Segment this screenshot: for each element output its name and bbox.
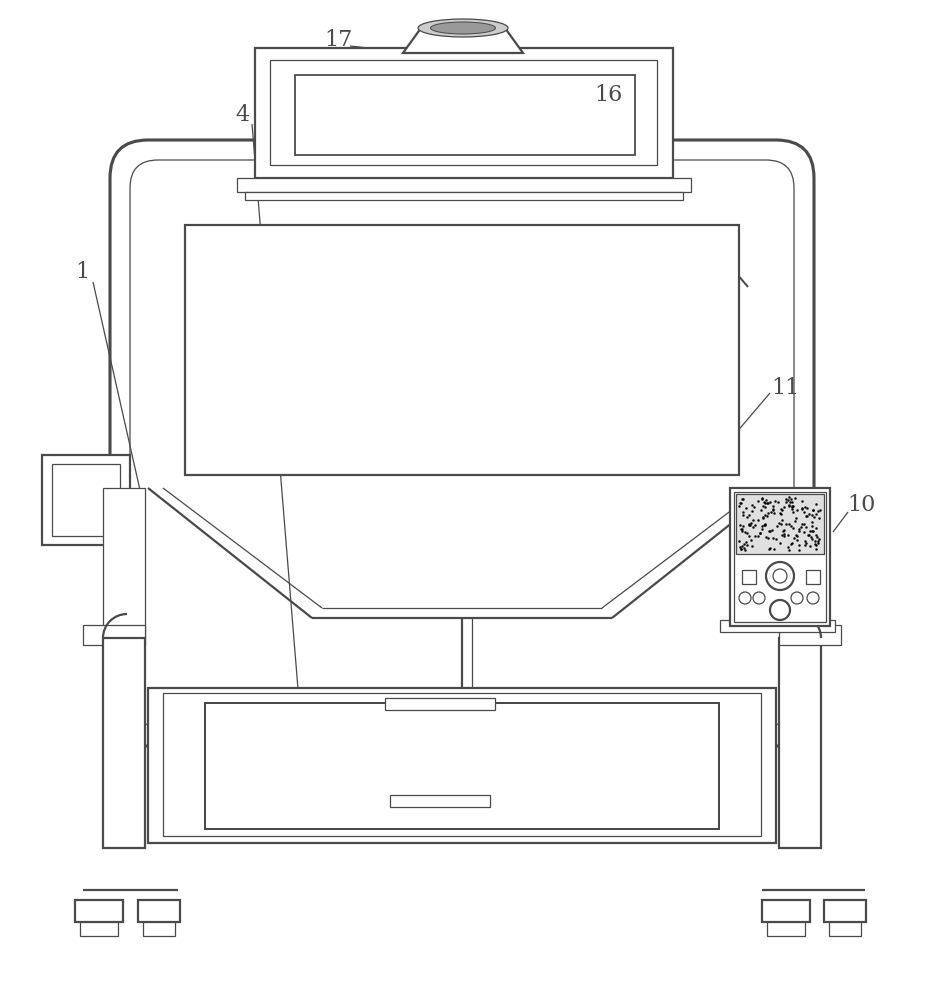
Bar (237, 178, 691, 192)
Bar (385, 698, 495, 710)
Bar (205, 703, 719, 829)
Bar (779, 625, 841, 645)
Bar (83, 625, 145, 645)
Bar (767, 922, 805, 936)
Bar (103, 638, 145, 848)
Bar (138, 900, 180, 922)
Bar (762, 900, 810, 922)
Bar (390, 795, 490, 807)
Bar (163, 693, 761, 836)
Bar (734, 492, 826, 622)
Circle shape (791, 592, 803, 604)
Bar (742, 570, 756, 584)
Circle shape (773, 569, 787, 583)
Text: 1: 1 (75, 261, 89, 283)
Ellipse shape (418, 19, 508, 37)
Bar (185, 225, 739, 475)
Bar (255, 48, 673, 178)
Bar (80, 922, 118, 936)
Ellipse shape (431, 22, 495, 34)
Text: 11: 11 (770, 377, 799, 399)
Bar (295, 75, 635, 155)
Bar (52, 464, 120, 536)
Circle shape (739, 592, 751, 604)
Bar (270, 60, 657, 165)
Circle shape (770, 600, 790, 620)
Circle shape (766, 562, 794, 590)
Bar (245, 192, 683, 200)
Bar (42, 455, 130, 545)
FancyBboxPatch shape (110, 140, 814, 746)
Polygon shape (403, 28, 523, 53)
Text: 17: 17 (324, 29, 352, 51)
Bar (779, 638, 821, 848)
Bar (730, 488, 830, 626)
Text: 4: 4 (235, 104, 249, 126)
Bar (720, 620, 835, 632)
Bar (103, 488, 145, 638)
Circle shape (753, 592, 765, 604)
Bar (824, 900, 866, 922)
Bar (75, 900, 123, 922)
Bar (148, 688, 776, 843)
Text: 10: 10 (848, 494, 876, 516)
Bar (806, 570, 820, 584)
Bar (736, 494, 824, 554)
Bar (779, 555, 791, 620)
Circle shape (807, 592, 819, 604)
Bar (829, 922, 861, 936)
Bar (143, 922, 175, 936)
Text: 16: 16 (594, 84, 622, 106)
